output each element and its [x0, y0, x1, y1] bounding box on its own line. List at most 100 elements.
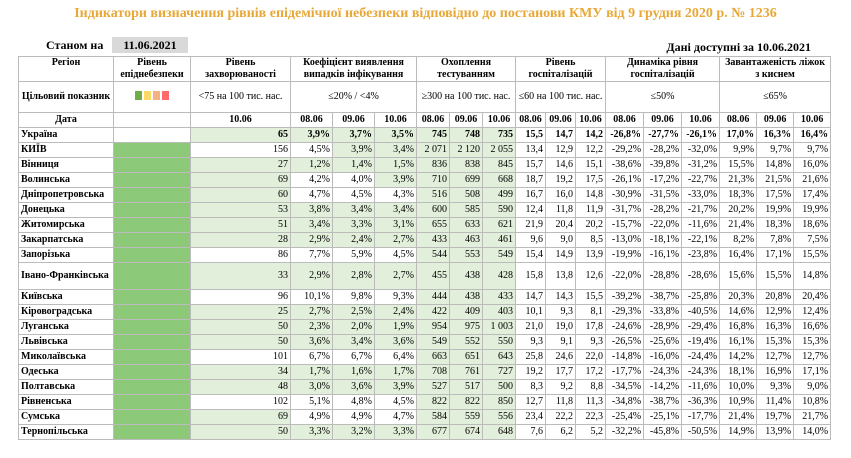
value-cell: 2,5% [332, 304, 375, 320]
value-cell: 409 [449, 304, 483, 320]
epidemic-level [113, 304, 191, 320]
blank [113, 112, 191, 128]
region-row: Запорізька 86 7,7% 5,9% 4,5% 544 553 549 15,4 14,… [18, 247, 832, 263]
region-name: Закарпатська [18, 232, 114, 248]
value-cell: 69 [190, 172, 291, 188]
value-cell: 21,9 [515, 217, 547, 233]
date: 08.06 [416, 112, 450, 128]
value-cell: 53 [190, 202, 291, 218]
value-cell: 20,4 [545, 217, 577, 233]
value-cell: 3,4% [374, 202, 417, 218]
target-label: Цільовий показник [18, 81, 114, 113]
value-cell: 60 [190, 187, 291, 203]
value-cell: -28,2% [643, 142, 683, 158]
date: 10.06 [681, 112, 721, 128]
value-cell: 403 [481, 304, 517, 320]
value-cell: 12,2 [575, 142, 607, 158]
epidemic-level [113, 289, 191, 305]
region-row: Кіровоградська 25 2,7% 2,5% 2,4% 422 409 403 10,… [18, 304, 832, 320]
value-cell: 14,6 [545, 157, 577, 173]
value-cell: 7,5% [793, 232, 832, 248]
date: 09.06 [545, 112, 577, 128]
value-cell: 9,3% [374, 289, 417, 305]
value-cell: -39,2% [605, 289, 645, 305]
region-name: КИЇВ [18, 142, 114, 158]
value-cell: 3,6% [374, 334, 417, 350]
value-cell: 1,5% [374, 157, 417, 173]
value-cell: -28,2% [643, 202, 683, 218]
value-cell: 16,0% [793, 157, 832, 173]
region-row: Тернопільська 50 3,3% 3,2% 3,3% 677 674 648 7,6 6… [18, 424, 832, 440]
value-cell: 15,5 [575, 289, 607, 305]
value-cell: -28,9% [643, 319, 683, 335]
value-cell: -38,7% [643, 289, 683, 305]
value-cell: -11,6% [681, 379, 721, 395]
value-cell: 745 [416, 127, 450, 143]
value-cell: 13,9 [575, 247, 607, 263]
value-cell: 735 [481, 127, 517, 143]
value-cell: 14,6% [719, 304, 758, 320]
value-cell: 3,3% [374, 424, 417, 440]
value-cell: -29,2% [605, 142, 645, 158]
value-cell: 3,9% [290, 127, 333, 143]
value-cell: 13,9% [756, 424, 795, 440]
value-cell: 16,4% [719, 247, 758, 263]
value-cell: 3,4% [332, 202, 375, 218]
value-cell: 3,0% [290, 379, 333, 395]
value-cell: 13,4 [515, 142, 547, 158]
value-cell: 499 [481, 187, 517, 203]
column-header: Регіон [18, 56, 114, 82]
value-cell: 2,4% [332, 232, 375, 248]
region-row: КИЇВ 156 4,5% 3,9% 3,4% 2 071 2 120 2 055 13,4 12… [18, 142, 832, 158]
value-cell: 422 [416, 304, 450, 320]
value-cell: 17,7 [545, 364, 577, 380]
value-cell: -38,6% [605, 157, 645, 173]
value-cell: -31,2% [681, 157, 721, 173]
level-swatch [162, 90, 169, 100]
incidence-date: 10.06 [190, 112, 291, 128]
value-cell: -24,3% [681, 364, 721, 380]
value-cell: 51 [190, 217, 291, 233]
value-cell: 2,4% [374, 304, 417, 320]
value-cell: 50 [190, 334, 291, 350]
value-cell: 14,7 [515, 289, 547, 305]
value-cell: -34,8% [605, 394, 645, 410]
target-row: Цільовий показник <75 на 100 тис. нас. ≤20… [18, 81, 832, 113]
value-cell: 17,1% [793, 364, 832, 380]
region-row: Дніпропетровська 60 4,7% 4,5% 4,3% 516 508 499 1… [18, 187, 832, 203]
value-cell: 25,8 [515, 349, 547, 365]
value-cell: 50 [190, 424, 291, 440]
value-cell: 24,6 [545, 349, 577, 365]
value-cell: 15,8 [515, 262, 547, 290]
region-name: Україна [18, 127, 114, 143]
region-row: Івано-Франківська 33 2,9% 2,8% 2,7% 455 438 428… [18, 262, 832, 290]
value-cell: 20,8% [756, 289, 795, 305]
column-header: Рівень захворюваності [190, 56, 291, 82]
value-cell: 17,4% [793, 187, 832, 203]
target-value: ≤50% [605, 81, 721, 113]
value-cell: 3,1% [374, 217, 417, 233]
value-cell: 508 [449, 187, 483, 203]
value-cell: -18,1% [643, 232, 683, 248]
value-cell: 2,9% [290, 232, 333, 248]
value-cell: 15,3% [793, 334, 832, 350]
epidemic-level [113, 187, 191, 203]
value-cell: 2,0% [332, 319, 375, 335]
value-cell: 428 [481, 262, 517, 290]
value-cell: 2 055 [481, 142, 517, 158]
value-cell: 463 [449, 232, 483, 248]
date: 10.06 [793, 112, 832, 128]
region-name: Волинська [18, 172, 114, 188]
value-cell: 433 [481, 289, 517, 305]
value-cell: 3,9% [374, 172, 417, 188]
value-cell: 96 [190, 289, 291, 305]
region-name: Луганська [18, 319, 114, 335]
region-row: Одеська 34 1,7% 1,6% 1,7% 708 761 727 19,2 17,7 17… [18, 364, 832, 380]
value-cell: 28 [190, 232, 291, 248]
value-cell: 14,0% [793, 424, 832, 440]
column-header: Завантаженість ліжок з киснем [719, 56, 832, 82]
region-row: Полтавська 48 3,0% 3,6% 3,9% 527 517 500 8,3 9,2 8… [18, 379, 832, 395]
value-cell: 850 [481, 394, 517, 410]
epidemic-level [113, 202, 191, 218]
value-cell: 585 [449, 202, 483, 218]
